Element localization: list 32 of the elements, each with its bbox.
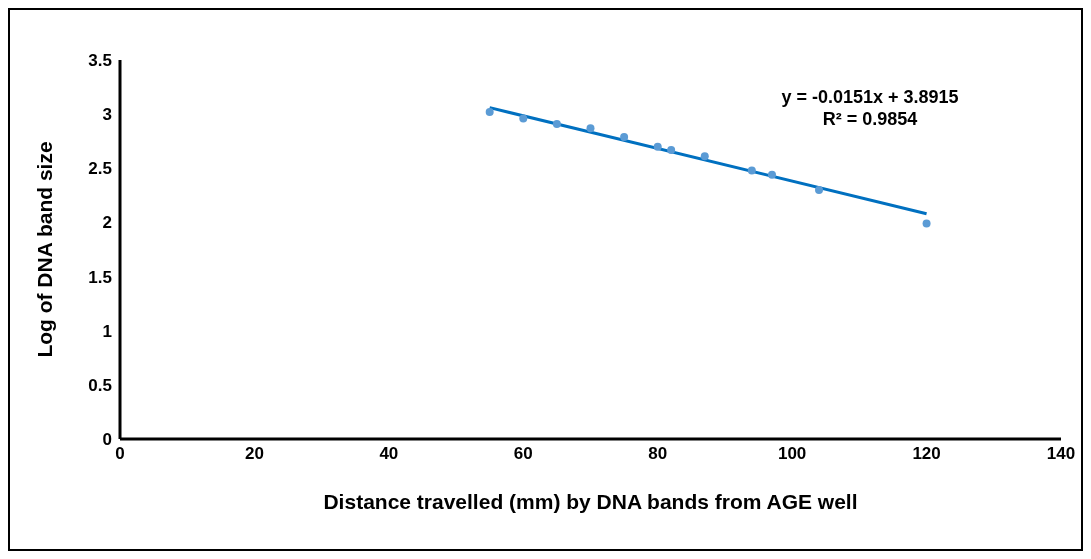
- x-tick-label: 140: [1046, 444, 1076, 464]
- x-axis-title: Distance travelled (mm) by DNA bands from AGE well: [323, 490, 858, 513]
- x-tick-label: 0: [115, 444, 125, 464]
- point: [653, 142, 662, 151]
- y-tick-label: 2.5: [88, 159, 112, 179]
- point: [485, 107, 494, 116]
- x-tick-label: 120: [912, 444, 941, 464]
- annotation: y = -0.0151x + 3.8915: [780, 86, 960, 108]
- x-tick-label: 80: [648, 444, 668, 464]
- y-tick-label: 2: [102, 213, 112, 233]
- point: [767, 170, 776, 179]
- y-tick-label: 1: [102, 321, 112, 341]
- point: [620, 132, 629, 141]
- point: [747, 166, 756, 175]
- y-axis-title: Log of DNA band size: [33, 141, 57, 358]
- y-tick-label: 0.5: [88, 375, 112, 395]
- point: [586, 124, 595, 133]
- point: [922, 219, 931, 228]
- x-tick-label: 60: [513, 444, 533, 464]
- point: [519, 114, 528, 123]
- y-tick-label: 3: [102, 105, 112, 125]
- point: [815, 185, 824, 194]
- x-tick-label: 100: [777, 444, 807, 464]
- y-tick-label: 1.5: [88, 267, 112, 287]
- y-tick-label: 0: [102, 430, 112, 450]
- point: [700, 152, 709, 161]
- y-tick-label: 3.5: [88, 51, 112, 71]
- point: [552, 119, 561, 128]
- annotation: R² = 0.9854: [821, 108, 919, 130]
- point: [667, 145, 676, 154]
- x-tick-label: 20: [244, 444, 264, 464]
- x-tick-label: 40: [379, 444, 399, 464]
